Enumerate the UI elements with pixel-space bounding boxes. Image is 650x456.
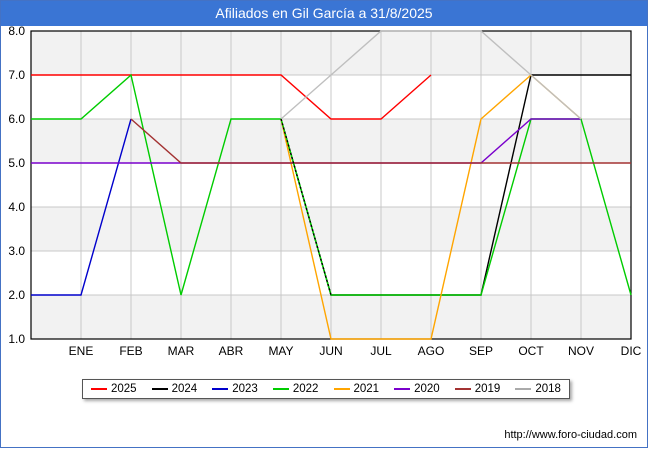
svg-text:7.0: 7.0 — [8, 68, 25, 82]
svg-text:JUN: JUN — [319, 344, 342, 358]
svg-text:MAR: MAR — [168, 344, 195, 358]
svg-text:SEP: SEP — [469, 344, 493, 358]
svg-text:AGO: AGO — [418, 344, 445, 358]
svg-text:NOV: NOV — [568, 344, 594, 358]
svg-text:ABR: ABR — [219, 344, 244, 358]
svg-text:3.0: 3.0 — [8, 244, 25, 258]
svg-text:2.0: 2.0 — [8, 288, 25, 302]
svg-text:8.0: 8.0 — [8, 26, 25, 38]
svg-text:DIC: DIC — [621, 344, 642, 358]
svg-text:OCT: OCT — [518, 344, 544, 358]
svg-text:MAY: MAY — [268, 344, 293, 358]
svg-text:5.0: 5.0 — [8, 156, 25, 170]
svg-text:1.0: 1.0 — [8, 332, 25, 346]
svg-text:ENE: ENE — [69, 344, 94, 358]
svg-text:4.0: 4.0 — [8, 200, 25, 214]
svg-text:JUL: JUL — [370, 344, 392, 358]
svg-text:6.0: 6.0 — [8, 112, 25, 126]
svg-text:FEB: FEB — [119, 344, 142, 358]
